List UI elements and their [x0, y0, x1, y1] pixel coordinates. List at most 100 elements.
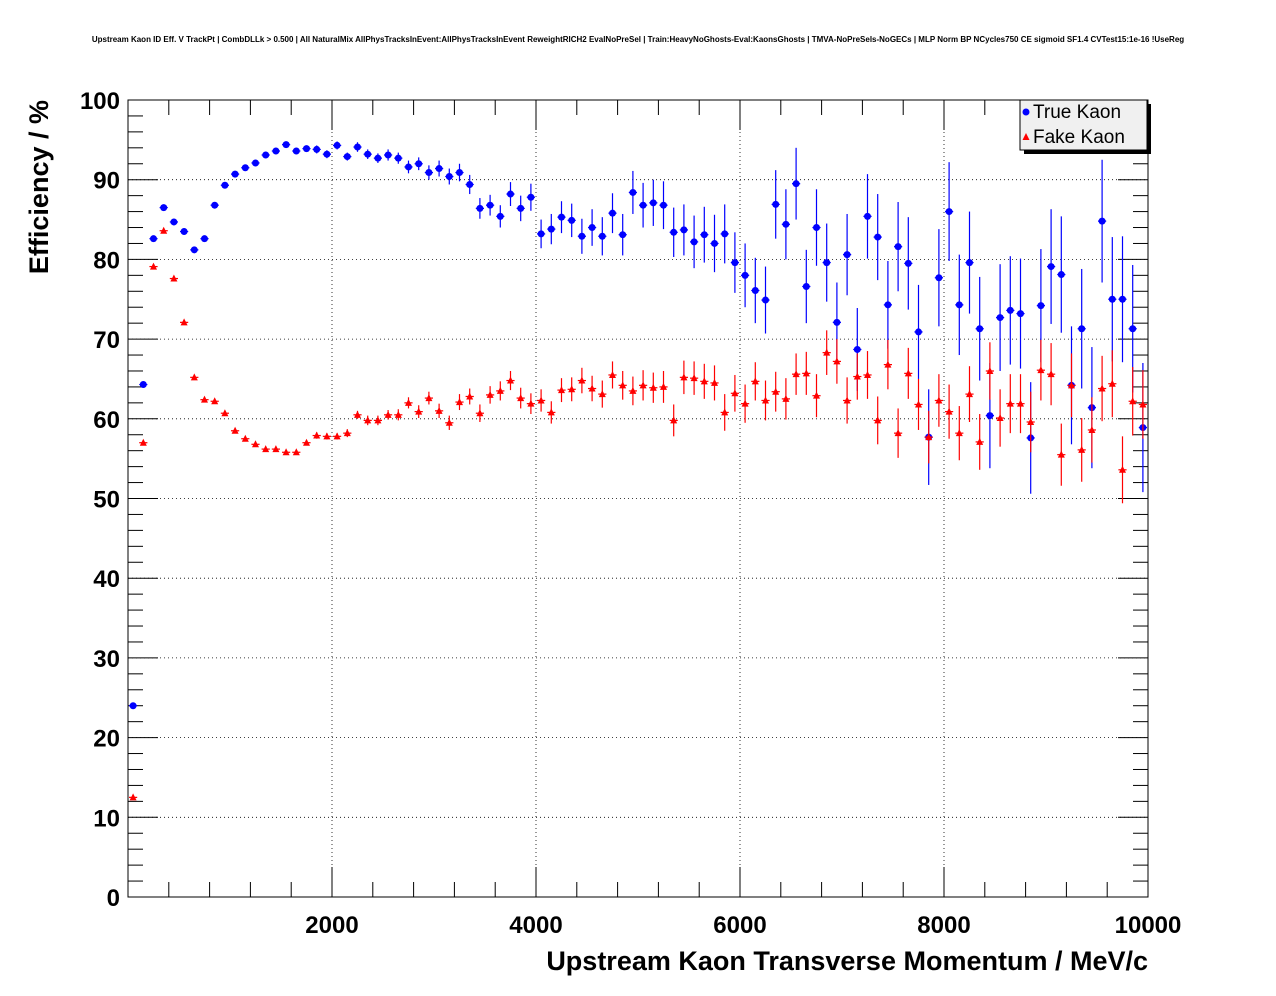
data-point [874, 233, 882, 241]
data-point [231, 170, 239, 178]
data-point [721, 408, 729, 416]
data-point [578, 376, 586, 384]
data-point [741, 271, 749, 279]
data-point [272, 445, 280, 453]
data-point [201, 395, 208, 403]
data-point [129, 702, 137, 710]
data-point [588, 384, 596, 392]
data-point [986, 366, 994, 374]
data-point [670, 228, 678, 236]
data-point [282, 448, 290, 456]
data-point [813, 391, 820, 399]
data-point [609, 209, 616, 217]
chart-title: Upstream Kaon ID Eff. V TrackPt | CombDL… [92, 35, 1184, 44]
y-tick-label: 100 [80, 88, 120, 115]
data-point [935, 274, 943, 282]
data-point [915, 400, 922, 408]
data-point [496, 212, 504, 220]
data-point [976, 437, 984, 445]
data-point [1078, 325, 1086, 333]
data-point [496, 386, 504, 394]
data-point [823, 348, 831, 356]
data-point [456, 169, 463, 177]
data-point [935, 396, 943, 404]
data-point [996, 314, 1004, 322]
data-point [660, 382, 667, 390]
data-point [139, 438, 147, 446]
data-point [568, 385, 576, 393]
data-point [1108, 295, 1116, 303]
legend: True Kaon Fake Kaon [1019, 99, 1151, 154]
data-point [394, 410, 402, 418]
legend-label-fake-kaon: Fake Kaon [1033, 127, 1125, 148]
data-point [884, 360, 892, 368]
data-point [425, 169, 433, 177]
data-point [629, 386, 637, 394]
data-point [1119, 465, 1126, 473]
x-tick-label: 8000 [917, 912, 970, 939]
data-point [558, 386, 565, 394]
data-point [435, 406, 443, 414]
data-point [884, 301, 892, 309]
data-point [558, 213, 565, 221]
data-point [221, 409, 229, 417]
y-tick-label: 70 [93, 327, 120, 354]
y-tick-label: 90 [93, 168, 120, 195]
data-point [945, 208, 953, 216]
y-tick-label: 30 [93, 646, 120, 673]
data-point [1129, 325, 1137, 333]
data-point [813, 224, 820, 232]
data-point [221, 181, 229, 189]
data-point [537, 396, 545, 404]
data-point [833, 357, 841, 365]
data-point [802, 369, 810, 377]
data-point [966, 390, 973, 398]
data-point [1027, 417, 1035, 425]
data-point [680, 373, 688, 381]
data-point [680, 226, 688, 234]
data-point [1139, 400, 1147, 408]
data-point [547, 225, 555, 233]
data-point [190, 373, 198, 381]
data-point [466, 392, 474, 400]
y-axis-title: Efficiency / % [24, 100, 54, 274]
legend-label-true-kaon: True Kaon [1033, 102, 1121, 123]
x-tick-label: 2000 [305, 912, 358, 939]
legend-markers [1022, 108, 1030, 140]
data-point [303, 438, 310, 446]
data-point [925, 433, 933, 441]
data-point [354, 410, 361, 418]
data-point [180, 318, 188, 326]
data-point [1006, 306, 1014, 314]
data-point [1119, 295, 1126, 303]
data-point [241, 164, 249, 172]
data-point [415, 407, 423, 415]
data-point [904, 369, 912, 377]
data-point [343, 429, 351, 437]
data-point [343, 153, 351, 161]
data-point [231, 426, 239, 434]
data-point [292, 147, 300, 155]
data-point [731, 389, 739, 397]
data-point [547, 408, 555, 416]
data-point [711, 239, 718, 247]
data-point [303, 145, 310, 153]
data-point [170, 218, 178, 226]
data-point [211, 397, 219, 405]
data-point [660, 201, 667, 209]
data-point [792, 180, 800, 188]
data-point [1129, 397, 1137, 405]
data-point [150, 235, 157, 243]
data-point [405, 398, 412, 406]
y-tick-labels: 0 10 20 30 40 50 60 70 80 90 100 [80, 88, 120, 912]
data-point [517, 204, 525, 212]
data-point [823, 259, 831, 267]
y-tick-label: 10 [93, 805, 120, 832]
y-tick-label: 20 [93, 726, 120, 753]
data-point [721, 230, 729, 238]
data-point [384, 410, 392, 418]
data-point [853, 372, 861, 380]
y-tick-label: 0 [107, 885, 120, 912]
data-point [476, 409, 484, 417]
data-point [762, 296, 769, 304]
